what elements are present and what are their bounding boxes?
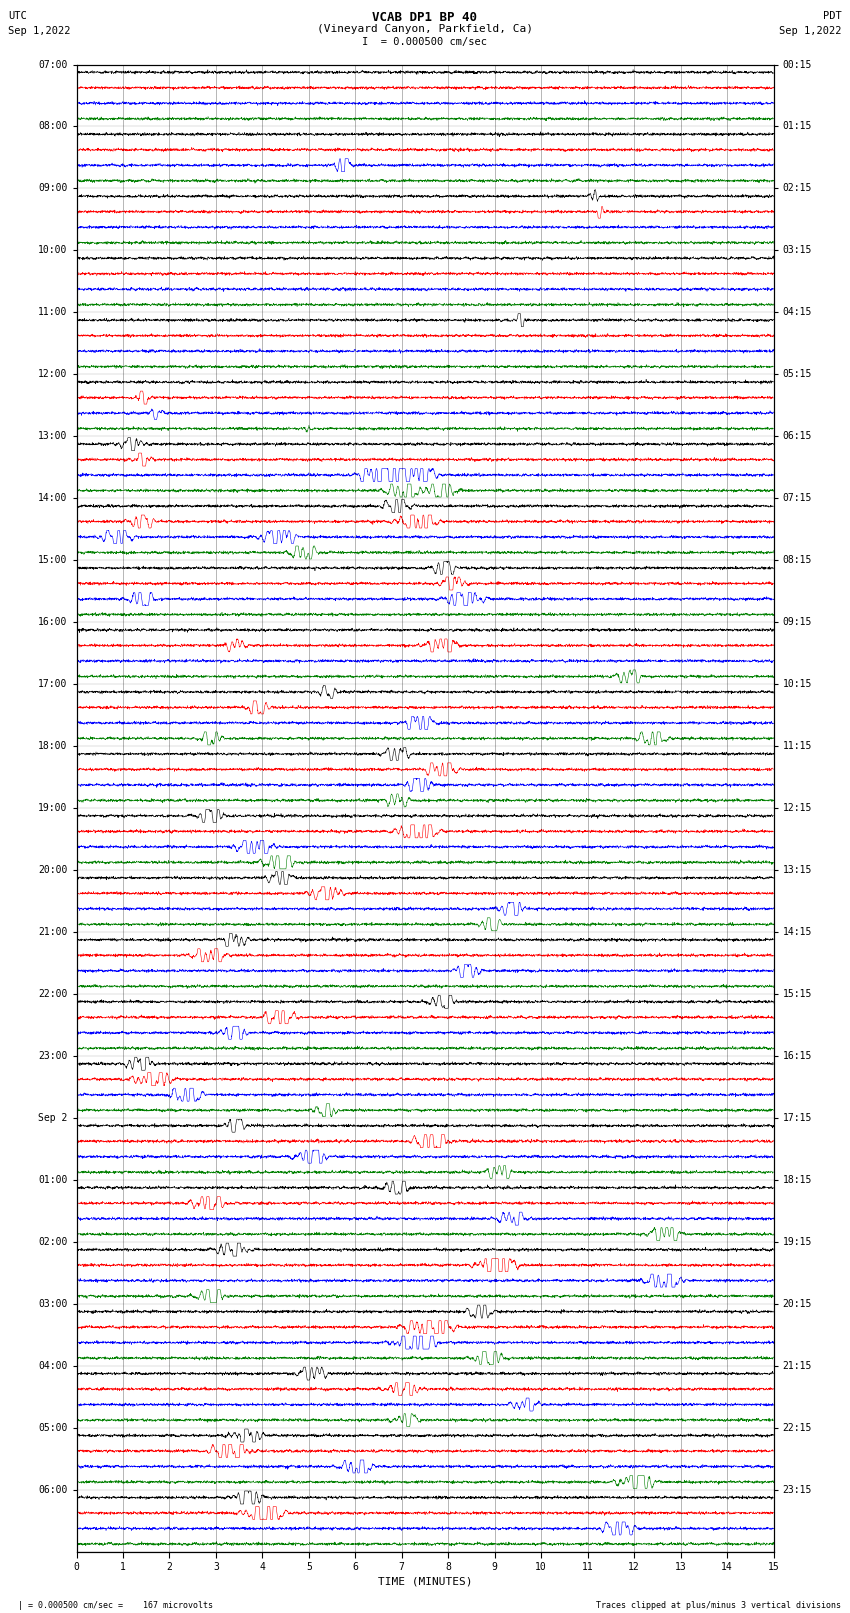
Text: VCAB DP1 BP 40: VCAB DP1 BP 40 [372, 11, 478, 24]
Text: Sep 1,2022: Sep 1,2022 [779, 26, 842, 35]
Text: PDT: PDT [823, 11, 842, 21]
X-axis label: TIME (MINUTES): TIME (MINUTES) [377, 1576, 473, 1586]
Text: | = 0.000500 cm/sec =    167 microvolts: | = 0.000500 cm/sec = 167 microvolts [8, 1600, 213, 1610]
Text: (Vineyard Canyon, Parkfield, Ca): (Vineyard Canyon, Parkfield, Ca) [317, 24, 533, 34]
Text: UTC: UTC [8, 11, 27, 21]
Text: I  = 0.000500 cm/sec: I = 0.000500 cm/sec [362, 37, 488, 47]
Text: Sep 1,2022: Sep 1,2022 [8, 26, 71, 35]
Text: Traces clipped at plus/minus 3 vertical divisions: Traces clipped at plus/minus 3 vertical … [597, 1600, 842, 1610]
